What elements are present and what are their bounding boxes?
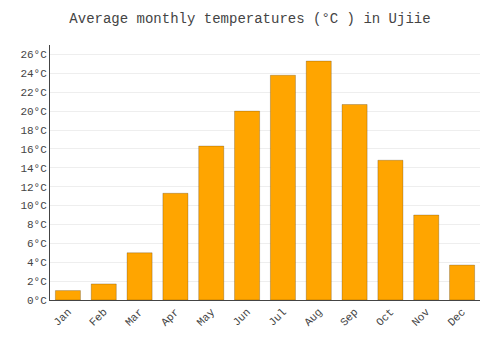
- svg-text:Jan: Jan: [51, 306, 73, 328]
- svg-text:12°C: 12°C: [20, 182, 47, 194]
- svg-text:Apr: Apr: [159, 306, 181, 328]
- svg-text:24°C: 24°C: [20, 68, 47, 80]
- svg-text:Jun: Jun: [231, 306, 253, 328]
- svg-text:8°C: 8°C: [27, 219, 47, 231]
- svg-text:16°C: 16°C: [20, 144, 47, 156]
- svg-text:Jul: Jul: [266, 306, 288, 328]
- svg-text:10°C: 10°C: [20, 200, 47, 212]
- svg-text:Sep: Sep: [338, 306, 360, 328]
- svg-text:Aug: Aug: [302, 306, 324, 328]
- svg-text:Nov: Nov: [410, 306, 433, 329]
- svg-text:Average monthly temperatures (: Average monthly temperatures (°C ) in Uj…: [69, 11, 430, 27]
- svg-text:Mar: Mar: [123, 306, 145, 328]
- svg-text:2°C: 2°C: [27, 276, 47, 288]
- svg-text:26°C: 26°C: [20, 49, 47, 61]
- svg-text:0°C: 0°C: [27, 295, 47, 307]
- svg-text:May: May: [195, 306, 218, 329]
- svg-text:Feb: Feb: [87, 306, 109, 328]
- svg-text:4°C: 4°C: [27, 257, 47, 269]
- svg-text:6°C: 6°C: [27, 238, 47, 250]
- svg-text:20°C: 20°C: [20, 106, 47, 118]
- svg-text:14°C: 14°C: [20, 163, 47, 175]
- svg-text:18°C: 18°C: [20, 125, 47, 137]
- svg-text:22°C: 22°C: [20, 87, 47, 99]
- svg-text:Dec: Dec: [446, 306, 468, 328]
- svg-text:Oct: Oct: [374, 306, 396, 328]
